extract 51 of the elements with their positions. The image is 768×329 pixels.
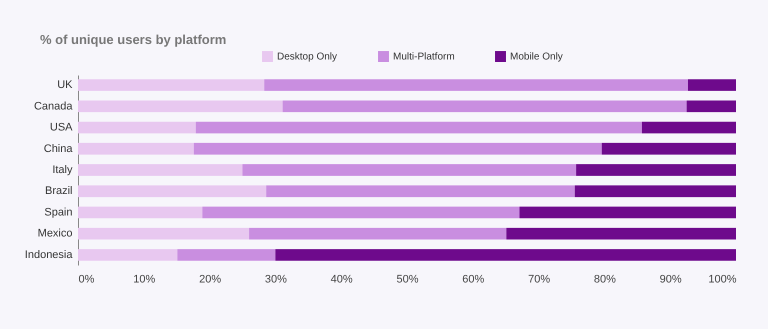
bar <box>574 185 736 198</box>
bar <box>282 100 687 112</box>
x-tick-label: 70% <box>528 274 550 286</box>
x-tick-label: 90% <box>660 274 682 286</box>
bar <box>520 206 736 218</box>
x-tick-label: 40% <box>330 274 353 286</box>
bar <box>78 206 202 218</box>
bar <box>275 249 736 261</box>
x-tick-label: 60% <box>462 274 485 286</box>
y-tick-label: Brazil <box>44 185 72 198</box>
bar <box>642 122 736 134</box>
x-tick-label: 10% <box>133 274 156 286</box>
y-tick-label: Spain <box>44 206 72 218</box>
bar <box>576 164 736 176</box>
bar <box>242 164 576 176</box>
x-tick-label: 50% <box>396 274 419 286</box>
y-tick-label: China <box>44 142 74 155</box>
y-tick-label: Italy <box>52 164 73 176</box>
y-tick-label: Mexico <box>38 228 72 240</box>
y-tick-label: UK <box>57 79 74 92</box>
bar <box>686 100 736 112</box>
legend-label: Mobile Only <box>510 52 563 63</box>
bar <box>78 122 196 134</box>
bar <box>688 79 736 91</box>
bar <box>194 142 602 155</box>
bar <box>506 228 736 240</box>
bar <box>78 249 178 261</box>
bar <box>177 249 276 261</box>
chart-title: % of unique users by platform <box>40 32 226 47</box>
bar <box>78 142 194 155</box>
x-tick-label: 20% <box>199 274 222 286</box>
bar <box>196 122 642 134</box>
bar <box>78 164 242 176</box>
y-tick-label: USA <box>50 122 74 134</box>
bar <box>78 79 264 91</box>
bar <box>249 228 506 240</box>
bar <box>264 79 688 91</box>
bar <box>78 100 283 112</box>
y-tick-label: Canada <box>34 100 74 112</box>
x-tick-label: 30% <box>264 274 288 286</box>
bar <box>78 185 266 198</box>
bar <box>266 185 575 198</box>
bar <box>78 228 250 240</box>
y-tick-label: Indonesia <box>24 248 74 261</box>
bar <box>202 206 520 218</box>
x-tick-label: 80% <box>594 274 616 286</box>
legend-label: Desktop Only <box>277 52 338 63</box>
x-tick-label: 0% <box>78 274 95 286</box>
bar <box>602 142 736 155</box>
legend-label: Multi-Platform <box>393 52 455 63</box>
x-tick-label: 100% <box>708 274 737 286</box>
